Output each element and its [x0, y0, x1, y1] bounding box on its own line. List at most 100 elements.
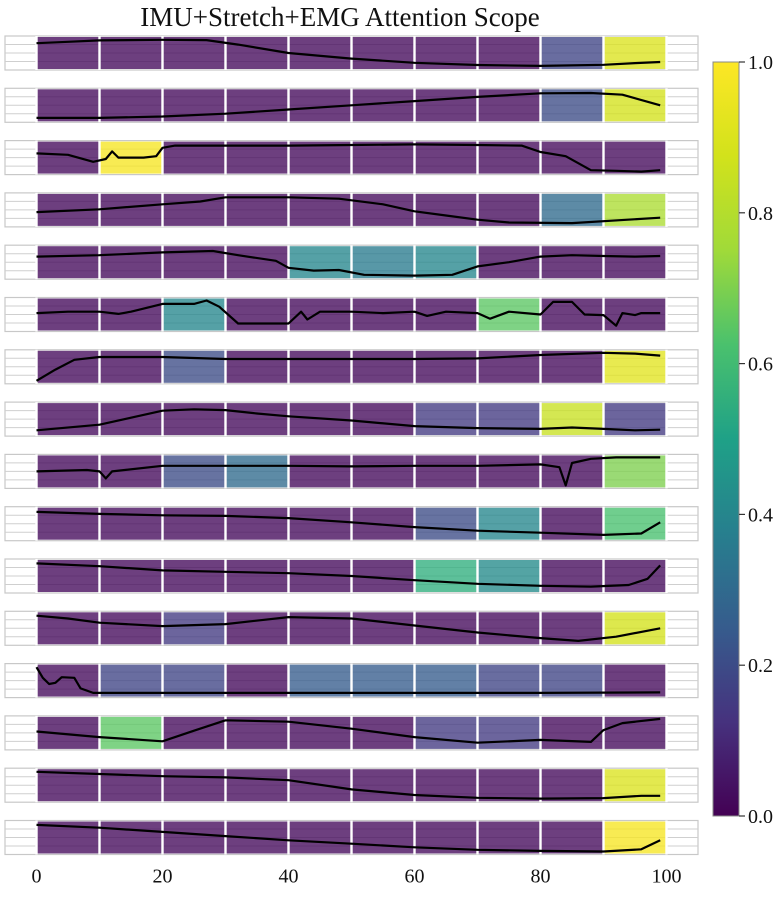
attention-segment: [415, 664, 477, 697]
attention-segment: [478, 560, 540, 592]
attention-segment: [163, 716, 225, 749]
row-panel-10: [4, 506, 699, 542]
attention-segment: [289, 664, 351, 697]
attention-segment: [163, 664, 225, 697]
attention-segment: [226, 769, 288, 802]
chart-title: IMU+Stretch+EMG Attention Scope: [140, 2, 540, 32]
attention-segment: [100, 37, 162, 69]
row-panel-1: [4, 35, 699, 71]
row-panel-6: [4, 296, 699, 333]
x-tick-label: 40: [279, 866, 299, 888]
attention-segment: [478, 769, 540, 802]
attention-segment: [163, 560, 225, 592]
attention-segment: [478, 403, 540, 436]
attention-segment: [478, 37, 540, 69]
attention-segment: [100, 455, 162, 488]
x-tick-label: 20: [153, 866, 173, 888]
attention-segment: [541, 664, 603, 697]
attention-segment: [604, 455, 666, 488]
row-panel-3: [4, 140, 699, 176]
signal-curve: [36, 823, 661, 853]
attention-segment: [478, 507, 540, 540]
attention-segment: [541, 141, 603, 174]
x-axis: 0 20 40 60 80 100: [32, 866, 682, 888]
attention-segment: [163, 455, 225, 488]
attention-segment: [289, 350, 351, 383]
signal-curve: [35, 351, 661, 382]
attention-segment: [226, 507, 288, 540]
attention-segment: [100, 403, 162, 436]
attention-segment: [226, 141, 288, 174]
attention-segment: [289, 716, 351, 749]
attention-segment: [352, 350, 414, 383]
signal-curve: [36, 143, 661, 173]
signal-curve: [36, 408, 661, 432]
attention-segment: [541, 716, 603, 749]
row-panel-7: [4, 349, 699, 385]
row-panel-4: [4, 192, 699, 228]
attention-segment: [541, 403, 603, 436]
attention-segment: [100, 193, 162, 226]
attention-segment: [604, 246, 666, 279]
attention-segment: [415, 455, 477, 488]
attention-segment: [604, 560, 666, 592]
attention-segment: [100, 664, 162, 697]
attention-segment: [163, 769, 225, 802]
colorbar-tick-label: 0.6: [748, 354, 773, 376]
attention-segment: [541, 769, 603, 802]
attention-segment: [352, 821, 414, 854]
attention-segment: [163, 403, 225, 436]
attention-segment: [289, 455, 351, 488]
attention-segment: [478, 821, 540, 854]
attention-segment: [163, 350, 225, 383]
attention-segment: [478, 141, 540, 174]
signal-curve: [36, 510, 661, 537]
attention-segment: [100, 821, 162, 854]
signal-curve: [36, 456, 661, 487]
colorbar-gradient: [712, 61, 740, 817]
colorbar: 0.0 0.2 0.4 0.6 0.8 1.0: [712, 52, 773, 828]
attention-segment: [352, 246, 414, 279]
attention-segment: [226, 455, 288, 488]
attention-segment: [478, 612, 540, 645]
row-panel-2: [4, 87, 699, 123]
attention-segment: [541, 89, 603, 122]
attention-segment: [478, 455, 540, 488]
row-panel-8: [4, 401, 699, 437]
attention-segment: [352, 612, 414, 645]
attention-segment: [100, 560, 162, 592]
attention-segment: [415, 193, 477, 226]
attention-segment: [226, 37, 288, 69]
colorbar-tick-label: 0.8: [748, 203, 773, 225]
attention-segment: [226, 664, 288, 697]
attention-segment: [100, 507, 162, 540]
row-panel-13: [4, 662, 699, 699]
attention-segment: [100, 246, 162, 279]
attention-segment: [541, 350, 603, 383]
attention-segment: [352, 298, 414, 331]
attention-segment: [415, 560, 477, 592]
signal-curve: [36, 614, 661, 643]
attention-segment: [415, 350, 477, 383]
attention-segment: [604, 141, 666, 174]
attention-segment: [541, 193, 603, 226]
attention-segment: [352, 664, 414, 697]
attention-segment: [163, 507, 225, 540]
row-panel-15: [4, 767, 699, 803]
signal-curve: [36, 249, 661, 277]
attention-segment: [415, 716, 477, 749]
colorbar-tick-label: 0.0: [748, 806, 773, 828]
colorbar-tick-label: 0.4: [748, 504, 773, 526]
attention-segment: [226, 350, 288, 383]
attention-segment: [226, 403, 288, 436]
x-tick-label: 60: [405, 866, 425, 888]
row-panel-12: [4, 610, 699, 646]
signal-curve: [36, 717, 661, 744]
row-panel-14: [4, 715, 699, 751]
signal-curve: [35, 666, 661, 695]
attention-segment: [163, 821, 225, 854]
attention-segment: [604, 821, 666, 854]
attention-segment: [541, 821, 603, 854]
